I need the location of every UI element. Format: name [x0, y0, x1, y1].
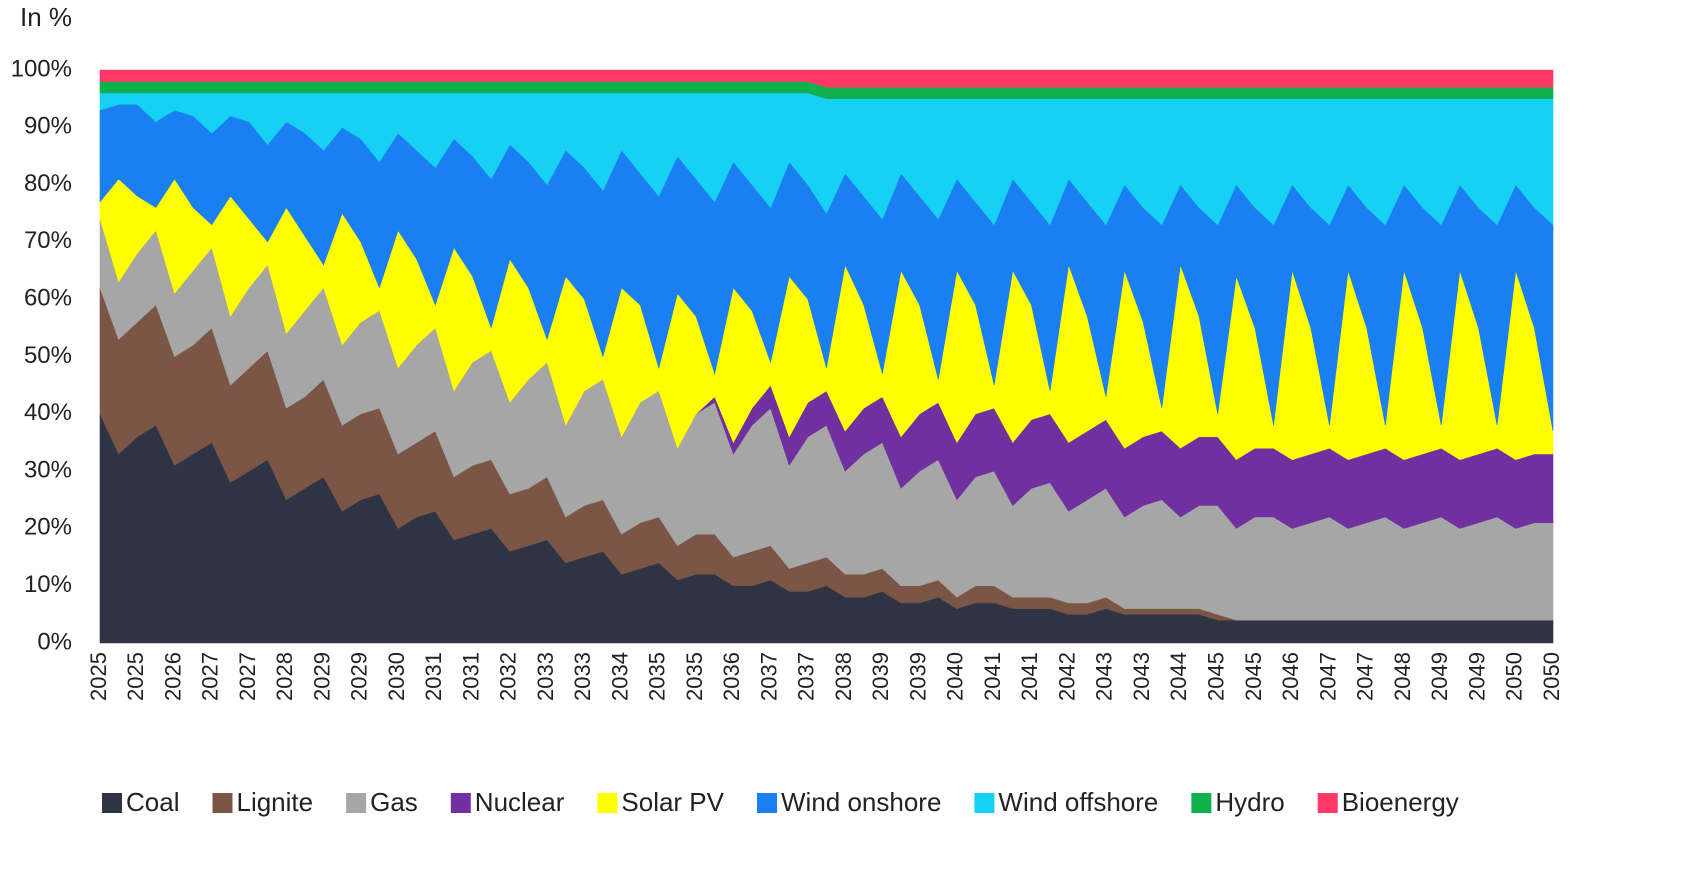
x-tick-label: 2045: [1204, 652, 1229, 701]
y-tick-label: 50%: [24, 342, 72, 369]
x-tick-label: 2040: [943, 652, 968, 701]
legend-swatch: [346, 793, 367, 813]
x-tick-label: 2041: [980, 652, 1005, 701]
x-tick-label: 2032: [496, 652, 521, 701]
legend-label: Hydro: [1215, 787, 1284, 817]
x-tick-label: 2044: [1166, 652, 1191, 701]
x-tick-label: 2027: [198, 652, 223, 701]
y-tick-label: 40%: [24, 399, 72, 426]
x-tick-label: 2047: [1315, 652, 1340, 701]
x-tick-label: 2026: [160, 652, 185, 701]
x-tick-label: 2047: [1353, 652, 1378, 701]
x-tick-label: 2029: [347, 652, 372, 701]
y-tick-label: 70%: [24, 227, 72, 254]
area: [99, 69, 1554, 88]
y-tick-label: 80%: [24, 170, 72, 197]
x-tick-label: 2029: [309, 652, 334, 701]
x-tick-label: 2042: [1054, 652, 1079, 701]
y-tick-label: 0%: [37, 628, 72, 655]
x-tick-label: 2031: [421, 652, 446, 701]
x-tick-label: 2039: [905, 652, 930, 701]
y-tick-label: 90%: [24, 113, 72, 140]
x-tick-label: 2033: [570, 652, 595, 701]
y-axis-label: In %: [20, 2, 72, 32]
legend-swatch: [974, 793, 995, 813]
legend-swatch: [450, 793, 471, 813]
x-tick-label: 2036: [719, 652, 744, 701]
legend-swatch: [597, 793, 618, 813]
y-tick-label: 60%: [24, 285, 72, 312]
x-tick-label: 2049: [1464, 652, 1489, 701]
legend-swatch: [102, 793, 122, 813]
y-tick-label: 10%: [24, 571, 72, 598]
legend-label: Wind offshore: [998, 787, 1158, 817]
legend-swatch: [1317, 793, 1338, 813]
x-tick-label: 2041: [1017, 652, 1042, 701]
x-tick-label: 2043: [1092, 652, 1117, 701]
x-tick-label: 2043: [1129, 652, 1154, 701]
x-tick-label: 2049: [1427, 652, 1452, 701]
legend-label: Wind onshore: [781, 787, 941, 817]
legend-label: Bioenergy: [1342, 787, 1459, 817]
x-tick-label: 2039: [868, 652, 893, 701]
legend-label: Gas: [370, 787, 418, 817]
x-tick-label: 2027: [235, 652, 260, 701]
x-tick-label: 2050: [1502, 652, 1527, 701]
x-tick-label: 2045: [1241, 652, 1266, 701]
x-tick-label: 2037: [794, 652, 819, 701]
x-tick-label: 2031: [458, 652, 483, 701]
y-tick-label: 30%: [24, 456, 72, 483]
x-tick-label: 2048: [1390, 652, 1415, 701]
x-tick-label: 2038: [831, 652, 856, 701]
y-tick-label: 100%: [11, 55, 72, 82]
legend-swatch: [1191, 793, 1212, 813]
legend-label: Nuclear: [475, 787, 565, 817]
areas: [99, 69, 1554, 644]
y-tick-label: 20%: [24, 514, 72, 541]
legend-label: Lignite: [236, 787, 313, 817]
x-tick-label: 2035: [682, 652, 707, 701]
x-tick-label: 2030: [384, 652, 409, 701]
x-tick-label: 2050: [1539, 652, 1564, 701]
x-tick-label: 2037: [756, 652, 781, 701]
x-tick-label: 2033: [533, 652, 558, 701]
x-tick-label: 2034: [607, 652, 632, 701]
legend-label: Coal: [126, 787, 179, 817]
legend: Coal Lignite Gas Nuclear Solar PV Wind onshor…: [102, 787, 1459, 817]
legend-label: Solar PV: [621, 787, 724, 817]
legend-swatch: [212, 793, 233, 813]
x-tick-label: 2025: [86, 652, 111, 701]
legend-swatch: [757, 793, 777, 813]
x-tick-label: 2046: [1278, 652, 1303, 701]
x-tick-label: 2035: [645, 652, 670, 701]
x-tick-label: 2028: [272, 652, 297, 701]
x-tick-label: 2025: [123, 652, 148, 701]
